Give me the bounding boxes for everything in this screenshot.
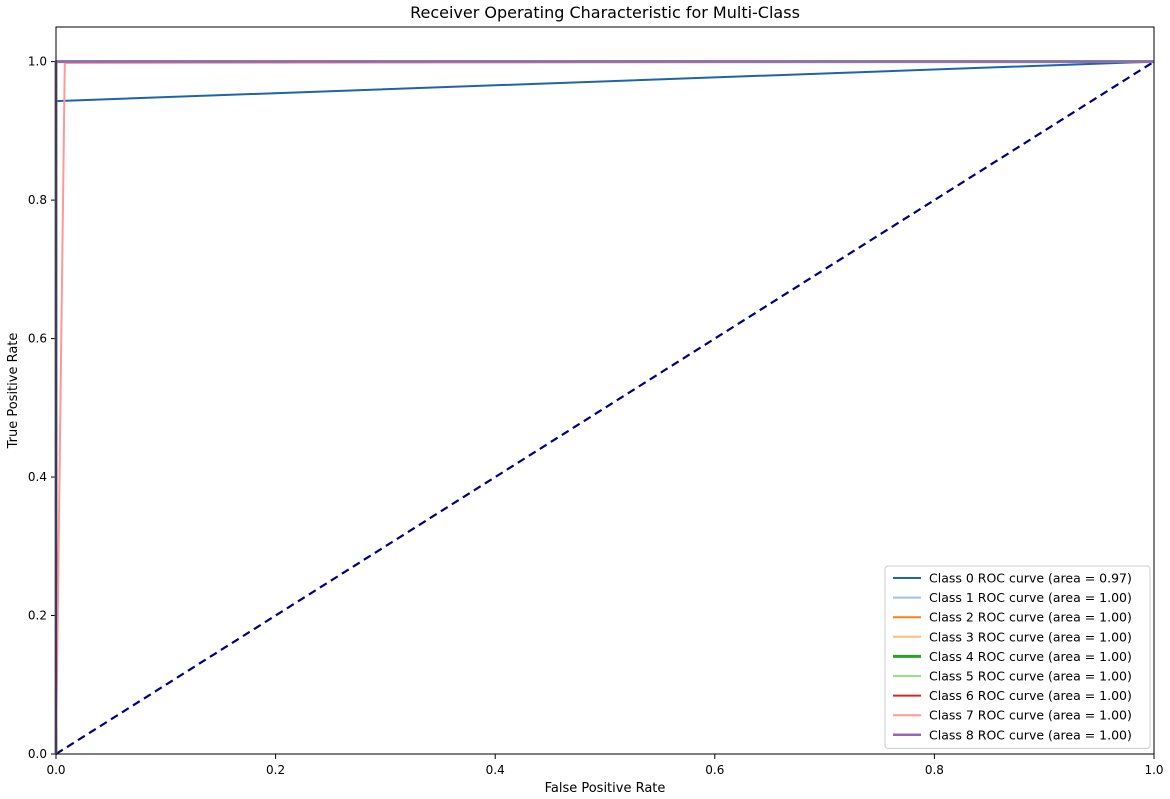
axes-frame (55, 26, 1155, 755)
y-tick-label: 0.6 (28, 332, 47, 346)
x-tick-label: 0.2 (266, 763, 285, 777)
y-tick-label: 0.0 (28, 747, 47, 761)
x-tick-label: 0.4 (486, 763, 505, 777)
y-tick-label: 0.4 (28, 470, 47, 484)
legend-label: Class 1 ROC curve (area = 1.00) (929, 590, 1132, 605)
y-tick-label: 0.2 (28, 609, 47, 623)
chart-title: Receiver Operating Characteristic for Mu… (410, 3, 800, 22)
y-tick-label: 1.0 (28, 55, 47, 69)
legend-label: Class 4 ROC curve (area = 1.00) (929, 649, 1132, 664)
legend-box (884, 565, 1151, 749)
chance-diagonal-line (55, 60, 1155, 755)
x-tick-label: 0.8 (925, 763, 944, 777)
x-tick-label: 0.0 (46, 763, 65, 777)
legend-label: Class 5 ROC curve (area = 1.00) (929, 669, 1132, 684)
y-tick-label: 0.8 (28, 193, 47, 207)
legend: Class 0 ROC curve (area = 0.97) Class 1 R… (884, 565, 1151, 749)
legend-label: Class 7 ROC curve (area = 1.00) (929, 708, 1132, 723)
plot-area: 0.0 0.2 0.4 0.6 0.8 1.0 0.0 0.2 0.4 0.6 0.8 1.0 (28, 26, 1164, 777)
legend-label: Class 2 ROC curve (area = 1.00) (929, 610, 1132, 625)
x-tick-label: 1.0 (1144, 763, 1163, 777)
y-axis-label: True Positive Rate (6, 333, 21, 450)
legend-label: Class 6 ROC curve (area = 1.00) (929, 688, 1132, 703)
x-tick-label: 0.6 (705, 763, 724, 777)
legend-label: Class 8 ROC curve (area = 1.00) (929, 727, 1132, 742)
x-axis-label: False Positive Rate (545, 781, 666, 796)
legend-label: Class 3 ROC curve (area = 1.00) (929, 629, 1132, 644)
legend-label: Class 0 ROC curve (area = 0.97) (929, 571, 1132, 586)
